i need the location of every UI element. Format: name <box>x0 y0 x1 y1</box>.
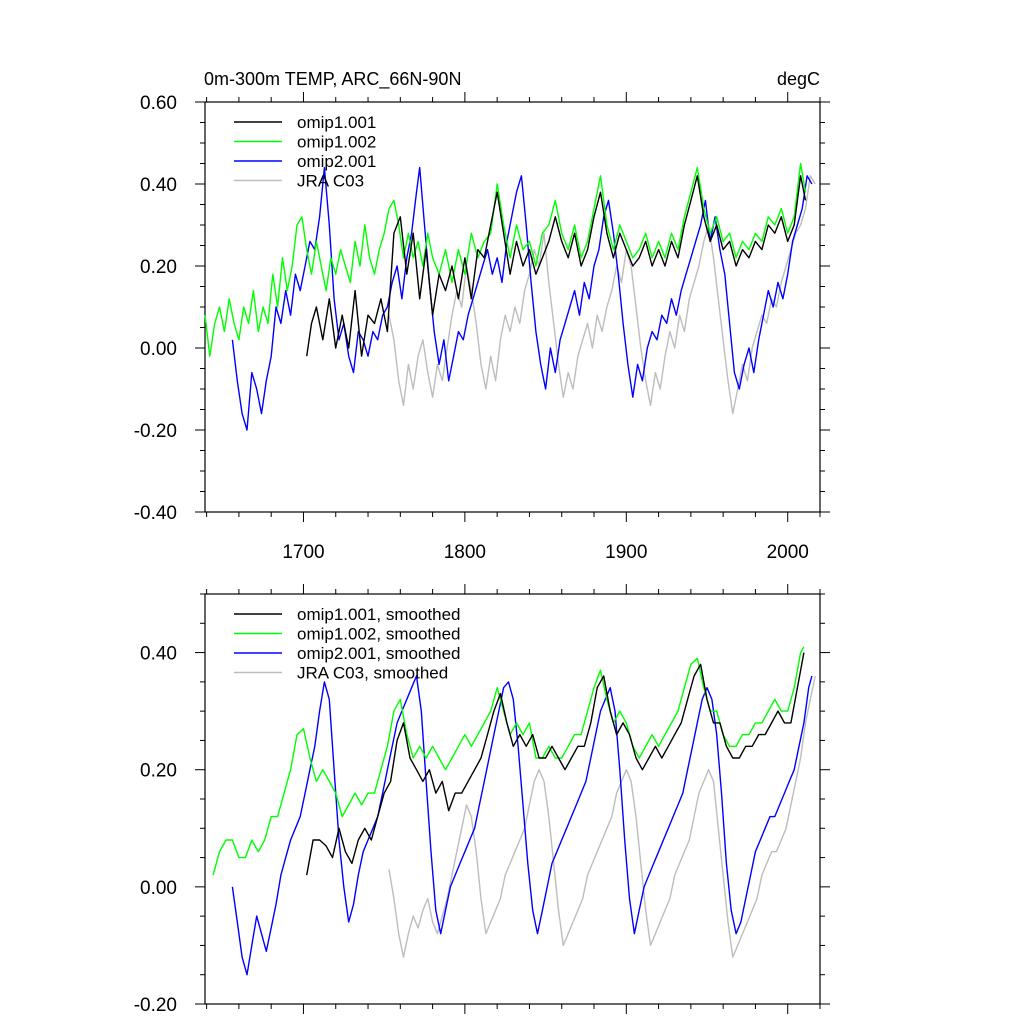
y-tick-label: 0.60 <box>140 93 177 114</box>
y-tick-label: 0.20 <box>140 257 177 278</box>
y-tick-label: 0.40 <box>140 644 177 665</box>
panel-1: -0.40 -0.20 0.00 0.20 0.40 0.60 1700 1800 1900 20… <box>134 69 830 563</box>
legend-label: omip2.001 <box>297 152 376 171</box>
series-line-4 <box>388 175 816 415</box>
legend-label: omip1.002, smoothed <box>297 625 461 644</box>
series-line-1 <box>306 652 805 876</box>
units-label: degC <box>777 69 820 89</box>
chart-title: 0m-300m TEMP, ARC_66N-90N <box>204 69 461 90</box>
legend-label: JRA C03, smoothed <box>297 664 448 683</box>
series-line-4 <box>388 675 816 958</box>
y-tick-label: 0.00 <box>140 878 177 899</box>
series-line-3 <box>231 675 813 976</box>
x-tick-label: 1900 <box>605 542 647 563</box>
y-tick-label: 0.00 <box>140 339 177 360</box>
y-tick-label: -0.20 <box>134 995 177 1016</box>
y-tick-label: -0.20 <box>134 421 177 442</box>
legend-label: JRA C03 <box>297 172 364 191</box>
series-line-2 <box>204 162 807 357</box>
x-tick-label: 2000 <box>767 542 809 563</box>
x-tick-label: 1800 <box>444 542 486 563</box>
y-tick-label: -0.40 <box>134 503 177 524</box>
legend-label: omip1.001, smoothed <box>297 605 461 624</box>
x-tick-label: 1700 <box>282 542 324 563</box>
y-tick-label: 0.40 <box>140 175 177 196</box>
y-tick-label: 0.20 <box>140 761 177 782</box>
series-line-3 <box>231 166 813 431</box>
legend-label: omip2.001, smoothed <box>297 644 461 663</box>
legend-label: omip1.001 <box>297 113 376 132</box>
series-line-1 <box>306 175 807 357</box>
legend-label: omip1.002 <box>297 133 376 152</box>
